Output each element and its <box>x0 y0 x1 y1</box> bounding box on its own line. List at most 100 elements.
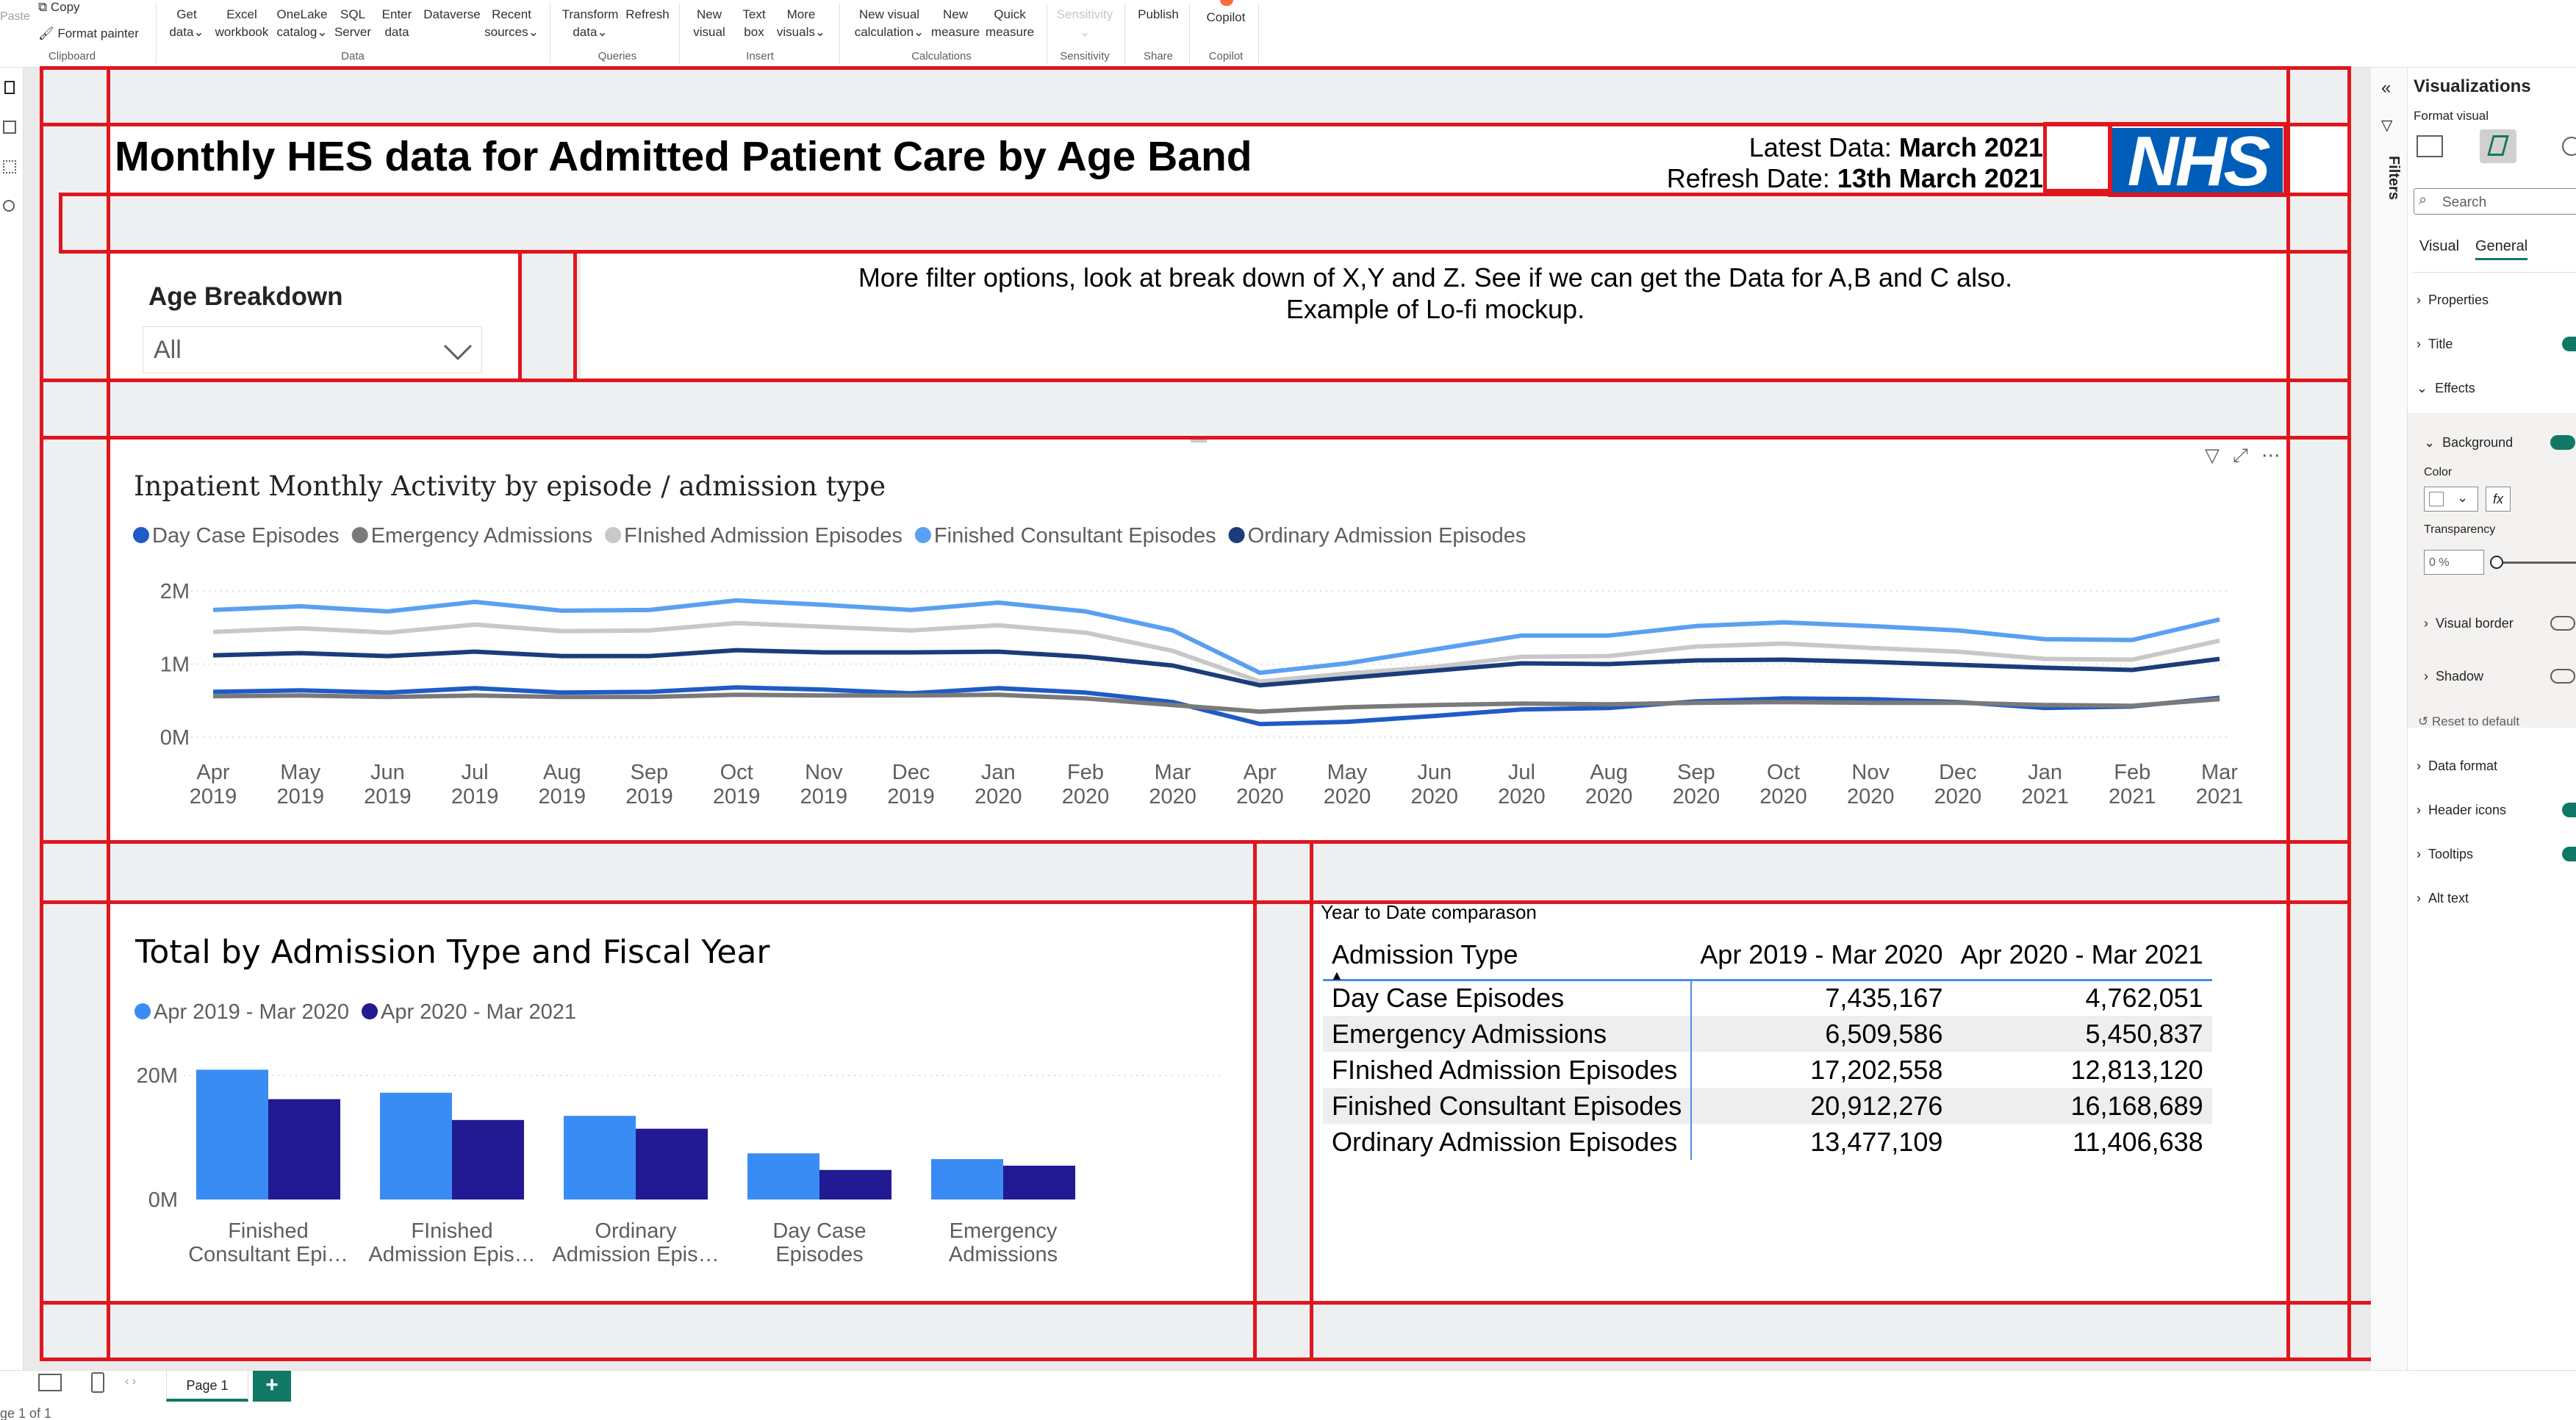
sql-server-button[interactable]: SQL Server <box>334 7 372 39</box>
title-toggle[interactable] <box>2562 337 2576 351</box>
data-dates: Latest Data: March 2021 Refresh Date: 13… <box>1617 132 2043 194</box>
group-label-share: Share <box>1143 50 1174 62</box>
properties-section[interactable]: › Properties <box>2417 293 2489 307</box>
table-view-icon[interactable] <box>3 121 16 134</box>
header-icons-section[interactable]: › Header icons <box>2417 803 2507 817</box>
x-tick-label: Sep 2020 <box>1673 761 1721 808</box>
quick-measure-button[interactable]: Quick measure <box>985 7 1035 39</box>
table-row[interactable]: Emergency Admissions 6,509,586 5,450,837 <box>1323 1016 2212 1052</box>
get-data-button[interactable]: Get data⌄ <box>169 7 204 39</box>
sensitivity-button[interactable]: Sensitivity ⌄ <box>1056 7 1113 39</box>
x-tick-label: FInished Admission Epis… <box>368 1219 535 1266</box>
shadow-toggle[interactable] <box>2550 669 2575 684</box>
refresh-button[interactable]: Refresh <box>625 7 670 21</box>
tooltips-toggle[interactable] <box>2562 847 2576 861</box>
age-breakdown-label: Age Breakdown <box>148 282 343 311</box>
header-icons-toggle[interactable] <box>2562 803 2576 817</box>
annotation-box <box>40 1301 2386 1361</box>
legend-label: Day Case Episodes <box>152 524 340 548</box>
x-tick-label: Jan 2020 <box>975 761 1022 808</box>
annotation-box <box>2286 66 2351 1361</box>
background-toggle[interactable] <box>2550 435 2575 450</box>
more-options-icon[interactable]: ⋯ <box>2261 444 2294 466</box>
table-row[interactable]: Day Case Episodes 7,435,167 4,762,051 <box>1323 980 2212 1016</box>
format-painter-button[interactable]: 🖌 Format painter <box>38 26 139 40</box>
ytd-table[interactable]: Admission Type ▲ Apr 2019 - Mar 2020 Apr 20… <box>1323 928 2212 1160</box>
copilot-button[interactable]: Copilot <box>1206 10 1246 24</box>
add-page-button[interactable]: + <box>253 1371 291 1402</box>
excel-workbook-button[interactable]: Excel workbook <box>215 7 269 39</box>
dataverse-button[interactable]: Dataverse <box>423 7 481 21</box>
tab-visual[interactable]: Visual <box>2419 238 2460 254</box>
x-tick-label: Dec 2019 <box>887 761 935 808</box>
enter-data-button[interactable]: Enter data <box>381 7 412 39</box>
x-tick-label: Apr 2019 <box>190 761 237 808</box>
ribbon-divider <box>1258 3 1259 63</box>
annotation-box <box>40 379 2351 440</box>
table-cell: 12,813,120 <box>2070 1054 2203 1085</box>
copy-button[interactable]: ⧉ Copy <box>38 0 80 14</box>
legend-label: Apr 2020 - Mar 2021 <box>381 1000 576 1024</box>
resize-handle[interactable] <box>1191 438 1207 442</box>
desktop-layout-icon[interactable] <box>38 1374 62 1391</box>
ribbon-divider <box>679 3 680 63</box>
publish-button[interactable]: Publish <box>1138 7 1179 21</box>
transparency-slider[interactable] <box>2494 562 2576 564</box>
search-input[interactable]: ⌕ Search <box>2414 188 2576 215</box>
color-swatch <box>2429 492 2444 506</box>
column-header[interactable]: Apr 2020 - Mar 2021 <box>1951 928 2212 981</box>
background-section[interactable]: ⌄ Background <box>2424 435 2514 450</box>
tab-page-1[interactable]: Page 1 <box>166 1371 248 1402</box>
view-switcher <box>0 68 24 1370</box>
onelake-catalog-button[interactable]: OneLake catalog⌄ <box>276 7 328 39</box>
tooltips-section[interactable]: › Tooltips <box>2417 847 2474 861</box>
collapse-chevron-icon[interactable]: « <box>2381 78 2392 98</box>
fx-button[interactable]: fx <box>2486 487 2511 512</box>
dax-query-view-icon[interactable] <box>3 200 15 212</box>
new-visual-button[interactable]: New visual <box>693 7 725 39</box>
analytics-icon[interactable] <box>2562 137 2576 156</box>
table-row[interactable]: FInished Admission Episodes 17,202,558 12,… <box>1323 1052 2212 1088</box>
paste-button[interactable]: Paste <box>0 10 30 23</box>
data-format-section[interactable]: › Data format <box>2417 759 2498 773</box>
mobile-layout-icon[interactable] <box>91 1372 104 1393</box>
x-tick-label: Oct 2020 <box>1759 761 1807 808</box>
effects-section[interactable]: ⌄ Effects <box>2417 381 2475 395</box>
report-view-icon[interactable] <box>4 81 15 94</box>
model-view-icon[interactable] <box>3 160 16 173</box>
visual-border-section[interactable]: › Visual border <box>2424 616 2514 631</box>
slider-thumb[interactable] <box>2490 556 2503 569</box>
new-visual-calculation-button[interactable]: New visual calculation⌄ <box>854 7 925 39</box>
more-visuals-button[interactable]: More visuals⌄ <box>776 7 826 39</box>
filter-icon[interactable]: ▽ <box>2205 444 2233 466</box>
page-nav-arrows[interactable]: ‹ › <box>125 1375 137 1388</box>
tab-general[interactable]: General <box>2475 238 2528 260</box>
table-cell: 16,168,689 <box>2070 1090 2203 1121</box>
filters-pane-collapsed[interactable]: « ▽ Filters <box>2371 68 2408 1370</box>
format-visual-icon[interactable] <box>2480 129 2516 163</box>
visual-border-toggle[interactable] <box>2550 616 2575 631</box>
recent-sources-button[interactable]: Recent sources⌄ <box>484 7 539 39</box>
transparency-input[interactable]: 0 % <box>2424 550 2484 575</box>
annotation-box <box>40 66 2351 126</box>
age-breakdown-dropdown[interactable]: All <box>143 326 482 373</box>
shadow-section[interactable]: › Shadow <box>2424 669 2484 684</box>
focus-mode-icon[interactable]: ⤢ <box>2233 444 2261 466</box>
table-cell: Emergency Admissions <box>1323 1016 1693 1052</box>
column-header[interactable]: Apr 2019 - Mar 2020 <box>1691 928 1952 981</box>
reset-to-default-button[interactable]: ↺ Reset to default <box>2418 714 2520 728</box>
title-section[interactable]: › Title <box>2417 337 2453 351</box>
table-row[interactable]: Finished Consultant Episodes 20,912,276 16… <box>1323 1088 2212 1124</box>
color-picker[interactable]: ⌄ <box>2424 487 2478 512</box>
transform-data-button[interactable]: Transform data⌄ <box>562 7 619 39</box>
header-band <box>107 126 2348 196</box>
x-tick-label: Apr 2020 <box>1236 761 1284 808</box>
x-tick-label: Nov 2020 <box>1847 761 1895 808</box>
new-measure-button[interactable]: New measure <box>930 7 980 39</box>
table-row[interactable]: Ordinary Admission Episodes 13,477,109 11,… <box>1323 1124 2212 1160</box>
text-box-button[interactable]: Text box <box>742 7 766 39</box>
line-chart-card[interactable] <box>110 440 2290 840</box>
column-header[interactable]: Admission Type ▲ <box>1323 928 1692 983</box>
build-visual-icon[interactable] <box>2417 135 2443 157</box>
alt-text-section[interactable]: › Alt text <box>2417 891 2469 906</box>
